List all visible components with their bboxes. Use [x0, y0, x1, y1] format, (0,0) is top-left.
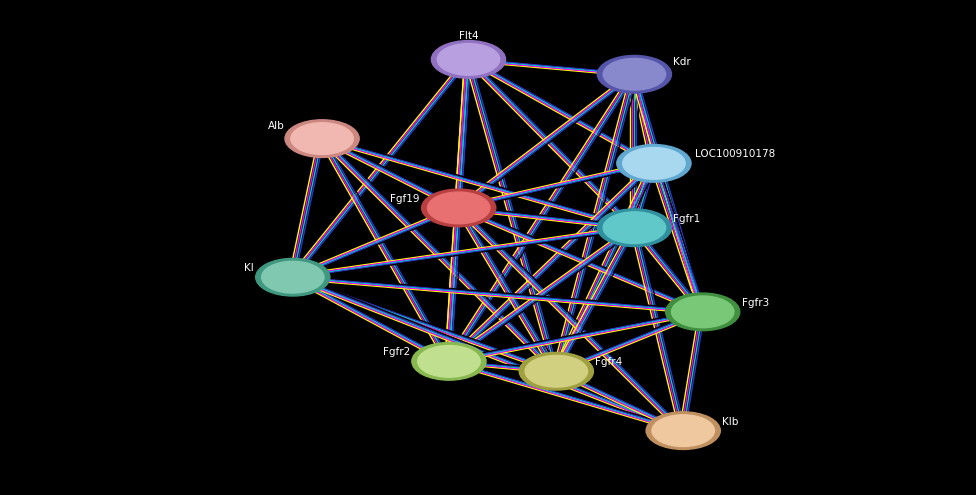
Circle shape — [418, 346, 480, 377]
Circle shape — [646, 412, 720, 449]
Circle shape — [652, 415, 714, 446]
Text: Fgfr4: Fgfr4 — [595, 357, 623, 367]
Circle shape — [291, 123, 353, 154]
Circle shape — [256, 258, 330, 296]
Circle shape — [262, 261, 324, 293]
Circle shape — [285, 120, 359, 157]
Circle shape — [422, 189, 496, 227]
Text: Fgfr2: Fgfr2 — [383, 347, 410, 357]
Circle shape — [603, 212, 666, 244]
Text: Fgfr1: Fgfr1 — [673, 214, 701, 224]
Circle shape — [597, 55, 671, 93]
Text: LOC100910178: LOC100910178 — [695, 149, 775, 159]
Circle shape — [431, 41, 506, 78]
Circle shape — [437, 44, 500, 75]
Text: Fgf19: Fgf19 — [390, 194, 420, 204]
Text: Fgfr3: Fgfr3 — [742, 298, 769, 308]
Circle shape — [671, 296, 734, 328]
Text: Kdr: Kdr — [673, 57, 691, 67]
Circle shape — [617, 145, 691, 182]
Circle shape — [525, 355, 588, 387]
Text: Alb: Alb — [268, 121, 285, 131]
Circle shape — [603, 58, 666, 90]
Text: Flt4: Flt4 — [459, 31, 478, 41]
Circle shape — [666, 293, 740, 331]
Circle shape — [623, 148, 685, 179]
Text: Kl: Kl — [244, 263, 254, 273]
Circle shape — [519, 352, 593, 390]
Circle shape — [597, 209, 671, 247]
Circle shape — [412, 343, 486, 380]
Text: Klb: Klb — [722, 417, 739, 427]
Circle shape — [427, 192, 490, 224]
